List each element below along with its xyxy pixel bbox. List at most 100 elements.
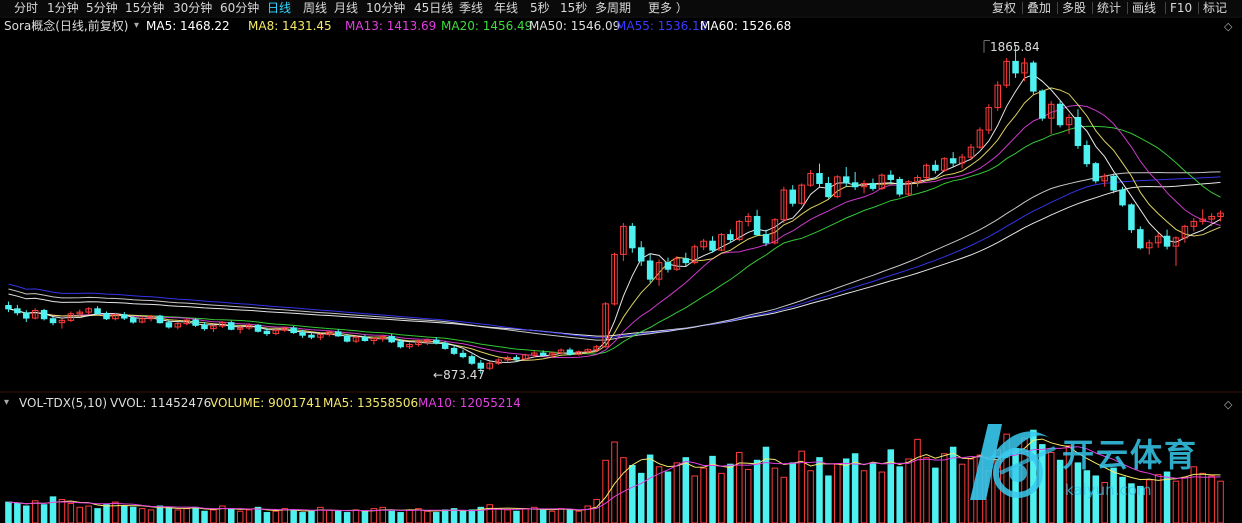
candle-body <box>85 308 92 313</box>
candle-body <box>486 362 493 369</box>
chevron-right-icon[interactable]: ◇ <box>1224 398 1233 411</box>
volume-bar <box>1199 472 1206 523</box>
toolbar-separator <box>1165 2 1166 14</box>
candle-body <box>771 219 779 244</box>
volume-bar <box>949 446 957 523</box>
candle-body <box>611 253 618 305</box>
candle-body <box>1119 189 1126 206</box>
volume-bar <box>673 462 681 523</box>
volume-bar <box>370 508 378 523</box>
candle-body <box>183 319 190 325</box>
volume-bar <box>317 506 324 523</box>
volume-bar <box>682 457 690 523</box>
volume-legend-item-0: VVOL: 11452476 <box>110 396 212 410</box>
tab-period-4[interactable]: 30分钟 <box>173 1 213 15</box>
toolbar-button-1[interactable]: 叠加 <box>1027 1 1052 15</box>
volume-bar <box>655 466 663 523</box>
candle-body <box>1208 215 1215 220</box>
tab-period-2[interactable]: 5分钟 <box>86 1 118 15</box>
legend-item-ma-4: MA50: 1546.09 <box>529 19 621 33</box>
candle-body <box>602 303 609 348</box>
toolbar-button-4[interactable]: 画线 <box>1132 1 1157 15</box>
chevron-down-icon[interactable]: ▾ <box>4 397 10 408</box>
candle-body <box>1137 229 1144 249</box>
tab-period-5[interactable]: 60分钟 <box>220 1 260 15</box>
candle-body <box>326 331 333 336</box>
toolbar-button-0[interactable]: 复权 <box>992 1 1017 15</box>
volume-bar <box>352 509 360 523</box>
volume-bar <box>228 508 235 523</box>
tab-period-11[interactable]: 季线 <box>459 1 484 15</box>
candle-body <box>709 240 716 251</box>
volume-bar <box>887 449 895 523</box>
tab-period-14[interactable]: 15秒 <box>560 1 588 15</box>
candle-body <box>40 309 48 320</box>
candle-body <box>940 158 948 171</box>
candle-body <box>575 351 583 355</box>
volume-bar <box>896 466 903 523</box>
candle-body <box>1092 163 1100 182</box>
volume-bar <box>869 462 877 523</box>
chevron-right-icon[interactable]: ◇ <box>1224 20 1233 33</box>
candle-body <box>272 329 280 335</box>
volume-bar <box>575 510 583 523</box>
toolbar-button-3[interactable]: 统计 <box>1097 1 1122 15</box>
tab-period-3[interactable]: 15分钟 <box>125 1 165 15</box>
chevron-down-icon[interactable]: ▾ <box>134 20 140 31</box>
toolbar-button-2[interactable]: 多股 <box>1062 1 1087 15</box>
volume-bar <box>691 475 698 523</box>
tab-period-0[interactable]: 分时 <box>14 1 39 15</box>
chart-title[interactable]: Sora概念(日线,前复权) <box>4 19 129 33</box>
candle-body <box>655 262 663 280</box>
tab-period-12[interactable]: 年线 <box>494 1 519 15</box>
tab-period-8[interactable]: 月线 <box>334 1 359 15</box>
candle-body <box>210 325 217 330</box>
candle-body <box>424 339 431 343</box>
candle-body <box>753 215 761 236</box>
candle-body <box>789 189 797 204</box>
candle-body <box>780 189 788 221</box>
volume-bar <box>441 509 449 523</box>
volume-bar <box>334 510 342 523</box>
volume-bar <box>468 509 476 523</box>
volume-bar <box>1145 479 1153 523</box>
tab-period-15[interactable]: 多周期 <box>595 1 632 15</box>
candle-body <box>352 336 360 342</box>
candle-body <box>762 234 770 244</box>
volume-bar <box>290 509 297 523</box>
tab-period-6[interactable]: 日线 <box>267 1 292 15</box>
volume-bar <box>326 509 333 523</box>
volume-bar <box>584 505 592 523</box>
candle-body <box>468 356 476 364</box>
ma-line-ma20 <box>8 125 1221 355</box>
volume-bar <box>58 498 66 523</box>
legend-item-ma-5: MA55: 1536.18 <box>616 19 708 33</box>
tab-period-16[interactable]: 更多 ） <box>648 1 688 15</box>
volume-bar <box>539 509 547 523</box>
tab-period-13[interactable]: 5秒 <box>530 1 550 15</box>
tab-period-10[interactable]: 45日线 <box>414 1 454 15</box>
candle-body <box>923 164 930 179</box>
tab-period-7[interactable]: 周线 <box>303 1 328 15</box>
tab-period-1[interactable]: 1分钟 <box>47 1 79 15</box>
volume-bar <box>129 506 137 523</box>
volume-bar <box>753 459 761 523</box>
candle-body <box>441 342 449 349</box>
volume-legend-item-2: MA5: 13558506 <box>323 396 419 410</box>
candle-body <box>664 262 672 270</box>
toolbar-button-6[interactable]: 标记 <box>1203 1 1228 15</box>
volume-indicator-title[interactable]: VOL-TDX(5,10) <box>19 396 108 410</box>
volume-bar <box>156 505 164 523</box>
volume-bar <box>940 453 948 523</box>
candle-body <box>397 341 404 348</box>
candle-body <box>138 318 146 323</box>
candle-body <box>914 177 921 183</box>
toolbar-button-5[interactable]: F10 <box>1170 1 1193 15</box>
volume-legend-item-1: VOLUME: 9001741 <box>210 396 322 410</box>
volume-bar <box>103 504 110 523</box>
candle-body <box>219 322 226 327</box>
candle-body <box>1181 225 1189 239</box>
candle-body <box>896 178 903 195</box>
tab-period-9[interactable]: 10分钟 <box>366 1 406 15</box>
